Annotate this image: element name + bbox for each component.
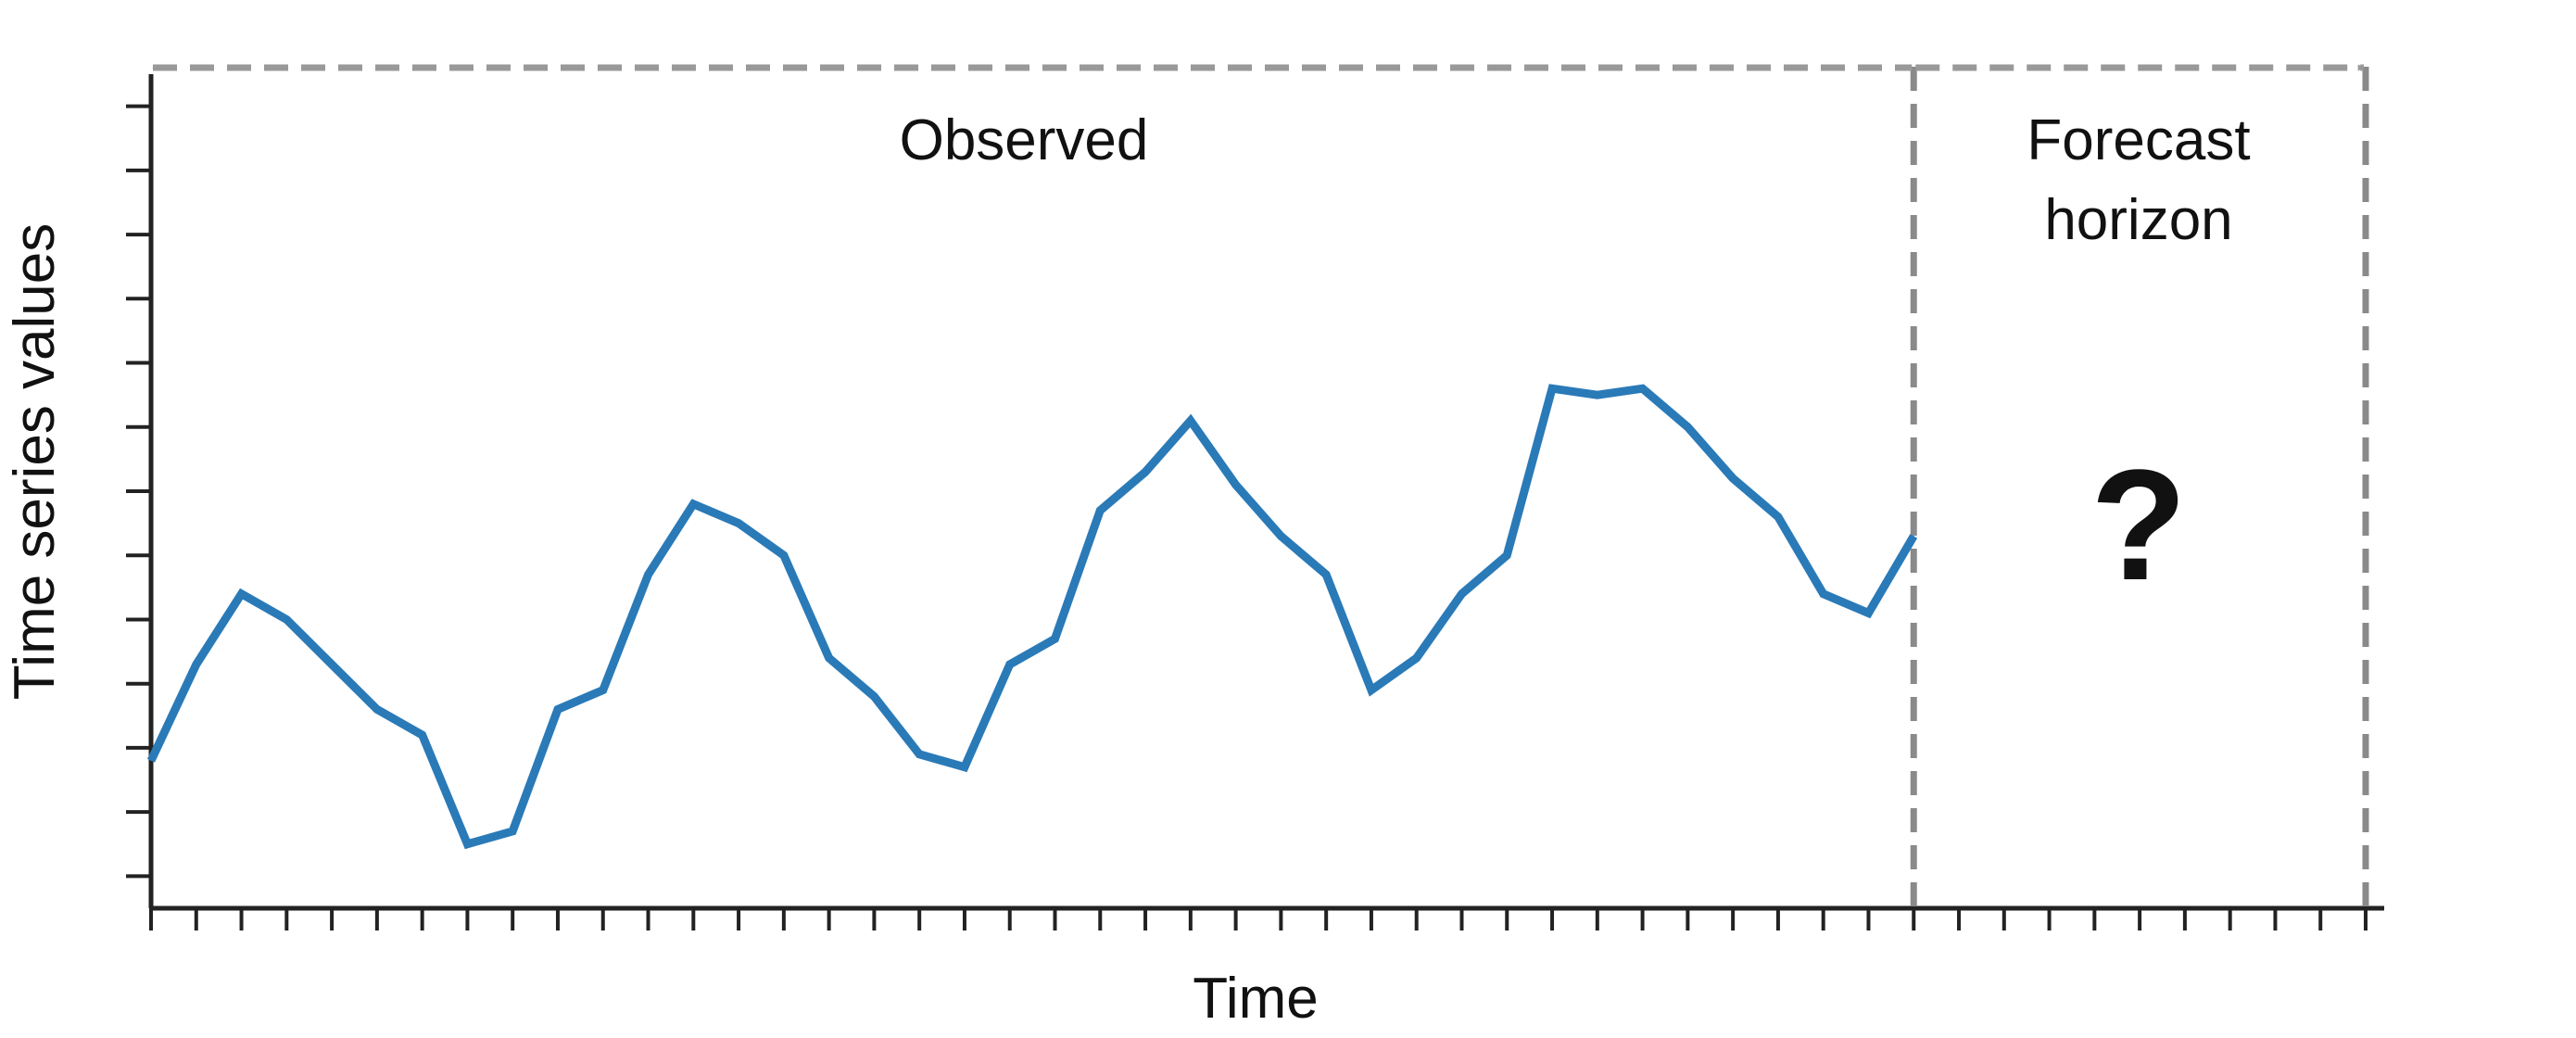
data-point <box>1823 593 1825 595</box>
data-point <box>511 830 513 832</box>
series-line-0 <box>146 384 1918 850</box>
data-point <box>1642 387 1644 389</box>
data-point <box>964 766 966 768</box>
data-point <box>376 708 378 710</box>
data-point <box>285 618 287 620</box>
data-point <box>918 753 920 755</box>
data-point <box>1235 484 1237 486</box>
data-point <box>1777 516 1779 518</box>
data-point <box>466 843 468 845</box>
y-axis <box>126 74 154 908</box>
data-point <box>1325 574 1327 576</box>
data-point <box>1099 510 1101 512</box>
data-point <box>1867 613 1869 614</box>
data-point <box>1009 664 1011 665</box>
x-axis-label: Time <box>1193 967 1318 1031</box>
data-point <box>1686 426 1688 428</box>
data-point <box>331 664 333 665</box>
x-axis <box>149 905 2384 930</box>
series-group <box>146 384 1918 850</box>
data-point <box>828 657 830 659</box>
data-point <box>1416 657 1418 659</box>
data-point <box>783 554 785 556</box>
data-point <box>1190 420 1192 422</box>
data-point <box>1551 387 1553 389</box>
data-point <box>557 708 559 710</box>
data-point <box>1460 593 1462 595</box>
observed-region-label: Observed <box>900 108 1149 172</box>
data-point <box>422 734 423 736</box>
data-point <box>1732 477 1734 479</box>
data-point <box>873 696 875 698</box>
data-point <box>1144 471 1146 473</box>
region-boundaries <box>1910 67 2369 908</box>
y-axis-label: Time series values <box>3 223 67 701</box>
data-point <box>648 574 650 576</box>
unknown-forecast-mark: ? <box>2090 437 2187 614</box>
data-point <box>1506 554 1508 556</box>
data-point <box>150 760 152 762</box>
data-point <box>241 593 243 595</box>
data-point <box>1280 535 1282 537</box>
data-point <box>692 503 694 505</box>
data-point <box>1913 535 1914 537</box>
forecast-region-label: Forecast horizon <box>2027 108 2250 252</box>
